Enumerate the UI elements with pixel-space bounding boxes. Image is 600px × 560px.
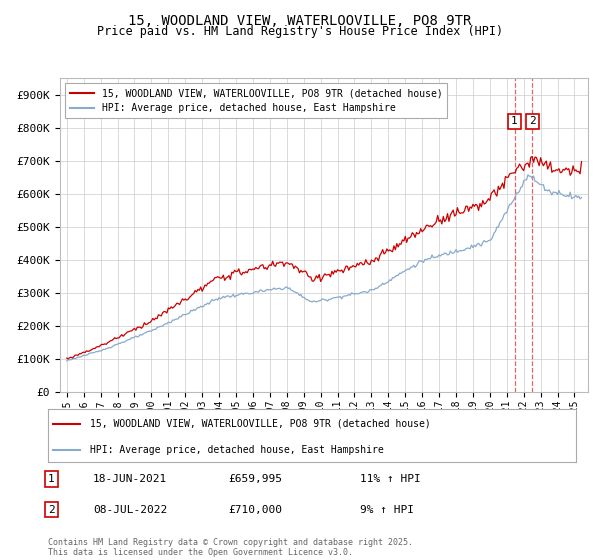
Text: Price paid vs. HM Land Registry's House Price Index (HPI): Price paid vs. HM Land Registry's House … <box>97 25 503 38</box>
Text: 18-JUN-2021: 18-JUN-2021 <box>93 474 167 484</box>
Text: 15, WOODLAND VIEW, WATERLOOVILLE, PO8 9TR: 15, WOODLAND VIEW, WATERLOOVILLE, PO8 9T… <box>128 14 472 28</box>
Text: 15, WOODLAND VIEW, WATERLOOVILLE, PO8 9TR (detached house): 15, WOODLAND VIEW, WATERLOOVILLE, PO8 9T… <box>90 419 431 429</box>
Text: Contains HM Land Registry data © Crown copyright and database right 2025.
This d: Contains HM Land Registry data © Crown c… <box>48 538 413 557</box>
Text: £659,995: £659,995 <box>228 474 282 484</box>
Text: 2: 2 <box>48 505 55 515</box>
Text: £710,000: £710,000 <box>228 505 282 515</box>
Legend: 15, WOODLAND VIEW, WATERLOOVILLE, PO8 9TR (detached house), HPI: Average price, : 15, WOODLAND VIEW, WATERLOOVILLE, PO8 9T… <box>65 83 448 118</box>
Text: 11% ↑ HPI: 11% ↑ HPI <box>360 474 421 484</box>
Text: HPI: Average price, detached house, East Hampshire: HPI: Average price, detached house, East… <box>90 445 384 455</box>
Text: 08-JUL-2022: 08-JUL-2022 <box>93 505 167 515</box>
Text: 1: 1 <box>511 116 518 127</box>
Text: 9% ↑ HPI: 9% ↑ HPI <box>360 505 414 515</box>
Text: 1: 1 <box>48 474 55 484</box>
Text: 2: 2 <box>529 116 536 127</box>
